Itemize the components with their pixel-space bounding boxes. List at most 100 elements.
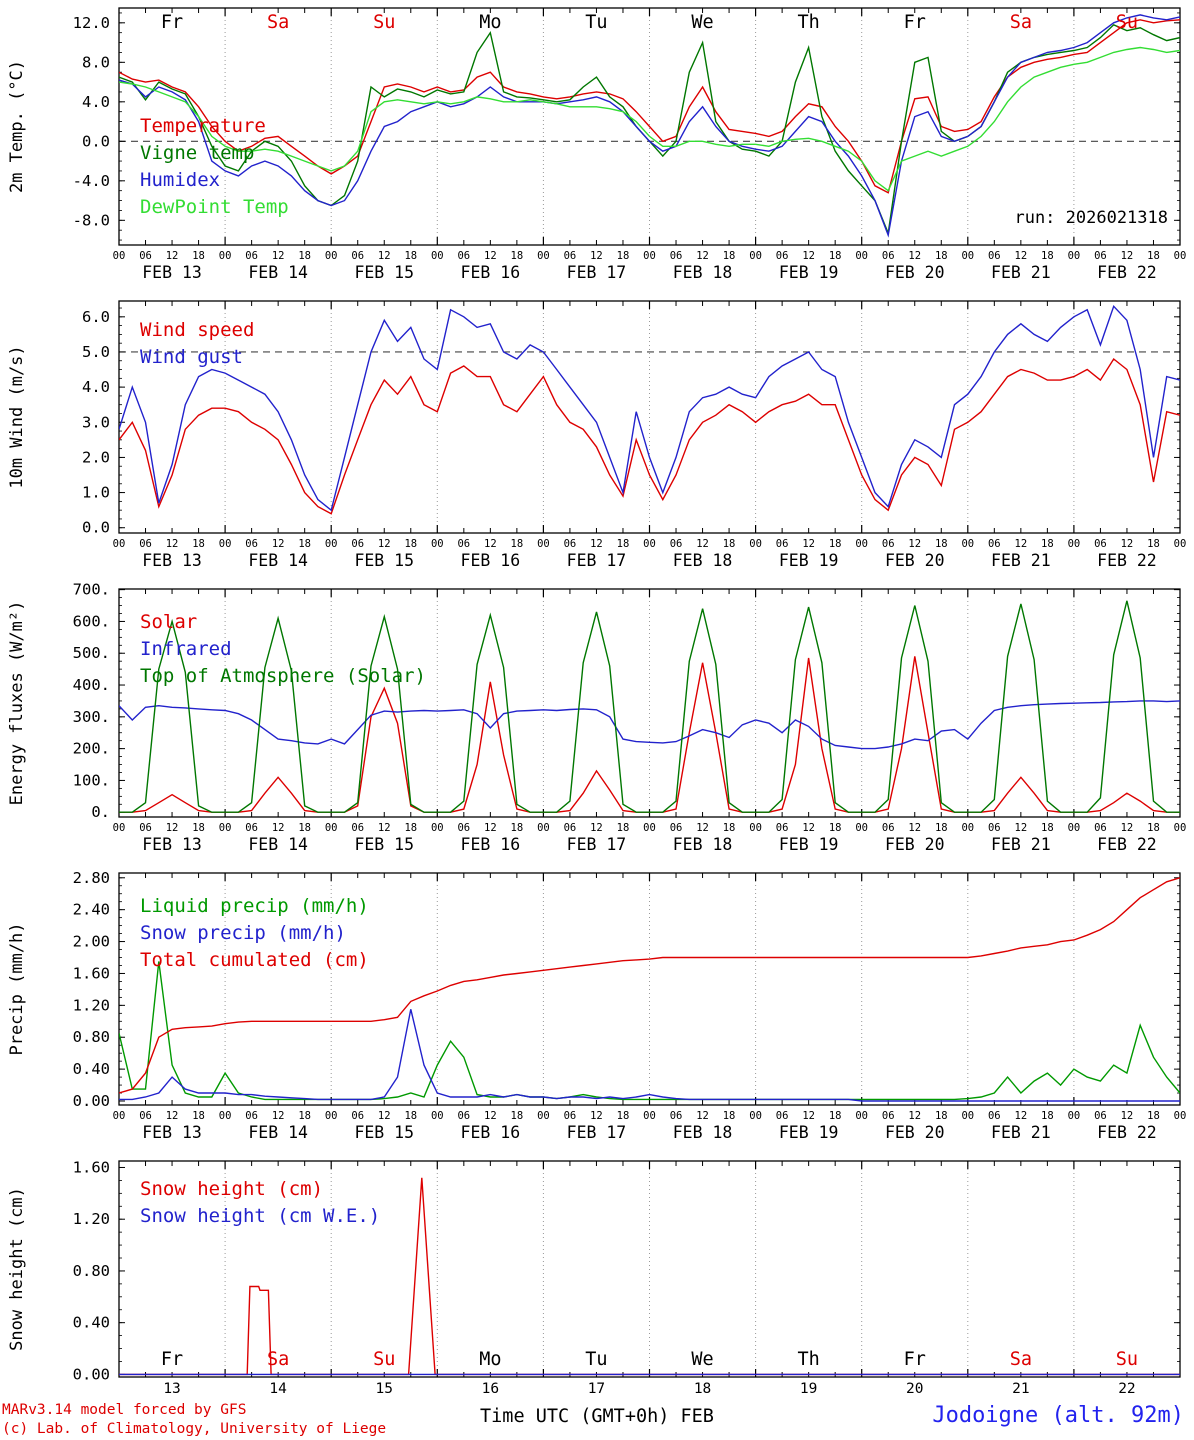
- hour-label: 18: [192, 822, 205, 834]
- hour-label: 18: [829, 1110, 842, 1122]
- date-label: FEB 17: [567, 551, 627, 570]
- legend-top-of-atmosphere-solar: Top of Atmosphere (Solar): [140, 665, 426, 687]
- hour-label: 12: [272, 250, 285, 262]
- series: [119, 1177, 1180, 1376]
- day-number-label: 18: [694, 1381, 711, 1397]
- y-axis-title: Snow height (cm): [7, 1187, 27, 1351]
- x-tick-labels: 00 06 12 18 00 06 12 18 00 06 12 18 00 06 12 18 00 06 12 18…: [113, 1110, 1187, 1122]
- hour-label: 06: [776, 1110, 789, 1122]
- hour-label: 06: [776, 250, 789, 262]
- y-tick-label: 4.0: [82, 378, 110, 396]
- xlabel-text: Time UTC (GMT+0h): [480, 1406, 670, 1427]
- hour-label: 06: [351, 1110, 364, 1122]
- day-gridlines: [224, 589, 1075, 817]
- y-tick-label: 12.0: [73, 14, 110, 32]
- hour-label: 06: [245, 538, 258, 550]
- hour-label: 12: [484, 538, 497, 550]
- day-number-label: 22: [1118, 1381, 1135, 1397]
- y-tick-label: 4.0: [82, 93, 110, 111]
- hour-label: 12: [272, 1110, 285, 1122]
- hour-label: 00: [749, 538, 762, 550]
- y-tick-label: -4.0: [73, 172, 110, 190]
- hour-label: 06: [245, 822, 258, 834]
- hour-label: 00: [537, 822, 550, 834]
- hour-label: 00: [325, 250, 338, 262]
- day-number-label: 13: [163, 1381, 180, 1397]
- date-label: FEB 20: [885, 263, 945, 282]
- legend-wind-speed: Wind speed: [140, 319, 254, 341]
- series: [119, 304, 1180, 515]
- hour-label: 06: [670, 822, 683, 834]
- date-label: FEB 17: [567, 263, 627, 282]
- hour-label: 12: [378, 1110, 391, 1122]
- charts-container: 12.0 8.0 4.0 0.0 -4.0 -8.0 2m Temp. (°C) 00 06 12…: [7, 7, 1187, 1397]
- date-label: FEB 17: [567, 835, 627, 854]
- y-tick-label: 0.0: [82, 519, 110, 537]
- hour-label: 18: [935, 538, 948, 550]
- hour-label: 18: [511, 538, 524, 550]
- hour-label: 12: [908, 1110, 921, 1122]
- hour-label: 18: [1041, 822, 1054, 834]
- plot-border: [118, 300, 1181, 534]
- series-snow-precip-mm-h: [119, 1009, 1180, 1102]
- hour-label: 12: [1015, 1110, 1028, 1122]
- credit-line-1: MARv3.14 model forced by GFS: [2, 1402, 247, 1418]
- date-label: FEB 14: [248, 835, 308, 854]
- hour-label: 06: [139, 1110, 152, 1122]
- footer: MARv3.14 model forced by GFS (c) Lab. of…: [0, 1400, 1194, 1440]
- hour-label: 06: [564, 538, 577, 550]
- day-name-label: We: [691, 1349, 713, 1370]
- y-tick-label: 0.00: [73, 1365, 110, 1383]
- y-tick-label: 8.0: [82, 53, 110, 71]
- hour-label: 12: [166, 822, 179, 834]
- hour-label: 12: [590, 538, 603, 550]
- hour-label: 00: [1068, 822, 1081, 834]
- hour-label: 18: [511, 1110, 524, 1122]
- hour-label: 12: [1121, 250, 1134, 262]
- y-tick-labels: 12.0 8.0 4.0 0.0 -4.0 -8.0: [73, 14, 110, 230]
- hour-label: 18: [192, 250, 205, 262]
- hour-label: 06: [139, 822, 152, 834]
- hour-label: 12: [802, 822, 815, 834]
- y-tick-label: 1.20: [73, 1210, 110, 1228]
- date-label: FEB 17: [567, 1123, 627, 1142]
- hour-label: 00: [855, 250, 868, 262]
- date-label: FEB 22: [1097, 835, 1157, 854]
- day-gridlines: [224, 873, 1075, 1105]
- hour-label: 12: [272, 538, 285, 550]
- legend-solar: Solar: [140, 611, 197, 633]
- hour-label: 12: [484, 250, 497, 262]
- hour-label: 18: [935, 250, 948, 262]
- y-tick-label: 200.: [73, 740, 110, 758]
- hour-label: 06: [882, 538, 895, 550]
- legend-vigne-temp: Vigne temp: [140, 142, 254, 164]
- hour-label: 06: [457, 538, 470, 550]
- hour-label: 06: [776, 538, 789, 550]
- day-name-label: Su: [1116, 12, 1138, 33]
- hour-label: 18: [511, 822, 524, 834]
- station-label: Jodoigne (alt. 92m): [932, 1403, 1184, 1428]
- hour-label: 18: [723, 822, 736, 834]
- hour-label: 00: [855, 822, 868, 834]
- hour-label: 12: [1121, 1110, 1134, 1122]
- hour-label: 00: [431, 250, 444, 262]
- date-labels: FEB 13 FEB 14 FEB 15 FEB 16 FEB 17 FEB 18 FEB …: [142, 835, 1157, 854]
- hour-label: 00: [431, 1110, 444, 1122]
- x-tick-labels: 00 06 12 18 00 06 12 18 00 06 12 18 00 06 12 18 00 06 12 18…: [113, 250, 1187, 262]
- day-gridlines: [224, 301, 1075, 533]
- y-tick-labels: 2.80 2.40 2.00 1.60 1.20 0.80 0.40 0.00: [73, 869, 110, 1110]
- hour-label: 18: [404, 250, 417, 262]
- day-name-label: Sa: [1010, 1349, 1032, 1370]
- day-number-label: 21: [1012, 1381, 1029, 1397]
- credit-line-2: (c) Lab. of Climatology, University of L…: [2, 1420, 387, 1437]
- hour-label: 12: [484, 1110, 497, 1122]
- hour-label: 12: [802, 538, 815, 550]
- series-wind-speed: [119, 357, 1180, 515]
- hour-label: 06: [245, 1110, 258, 1122]
- hour-label: 06: [776, 822, 789, 834]
- y-tick-label: 700.: [73, 583, 110, 599]
- date-label: FEB 20: [885, 835, 945, 854]
- hour-label: 06: [882, 822, 895, 834]
- y-axis-title: Snow height (cm): [7, 1187, 27, 1351]
- hour-label: 00: [219, 538, 232, 550]
